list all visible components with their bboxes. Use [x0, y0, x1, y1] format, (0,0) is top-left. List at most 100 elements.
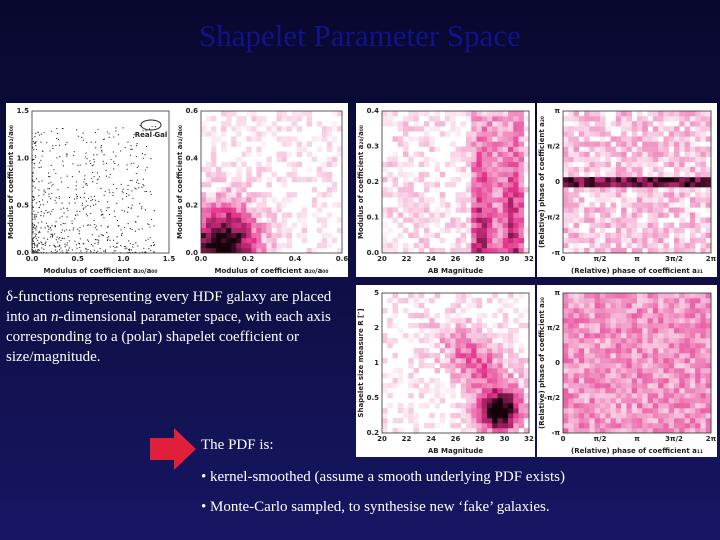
density-cell [502, 227, 509, 234]
density-cell [471, 176, 477, 183]
density-cell [502, 303, 509, 309]
density-cell [413, 111, 420, 117]
density-cell [615, 368, 622, 374]
density-cell [434, 358, 441, 364]
density-cell [679, 202, 685, 208]
density-cell [615, 333, 622, 339]
density-cell [584, 182, 590, 188]
scatter-point [34, 213, 36, 216]
scatter-point [89, 224, 91, 226]
density-cell [429, 136, 435, 142]
density-cell [487, 298, 493, 304]
density-cell [523, 146, 530, 152]
x-tick-label: π/2 [594, 435, 607, 443]
density-cell [647, 242, 654, 249]
density-cell [689, 187, 696, 193]
density-cell [573, 363, 580, 369]
density-cell [301, 146, 308, 152]
density-cell [658, 303, 664, 309]
density-cell [523, 358, 530, 364]
density-cell [508, 237, 514, 244]
density-cell [508, 242, 514, 249]
density-cell [336, 111, 343, 117]
density-cell [679, 383, 685, 389]
scatter-point [134, 230, 136, 232]
scatter-point [80, 250, 82, 252]
scatter-point [54, 225, 56, 227]
density-cell [492, 222, 498, 228]
density-cell [445, 368, 451, 374]
density-cell [392, 368, 399, 374]
density-cell [502, 116, 509, 122]
density-cell [466, 393, 472, 399]
bullet: • kernel-smoothed (assume a smooth under… [201, 469, 565, 485]
density-cell [684, 403, 691, 409]
density-cell [445, 212, 451, 218]
density-cell [695, 126, 701, 132]
density-cell [206, 237, 212, 244]
density-cell [413, 298, 420, 304]
density-cell [201, 242, 207, 249]
density-cell [392, 338, 399, 344]
scatter-point [121, 234, 123, 236]
density-cell [695, 121, 701, 127]
density-cell [642, 202, 648, 208]
density-cell [476, 303, 483, 309]
density-cell [658, 232, 664, 239]
density-cell [236, 247, 242, 254]
density-cell [578, 328, 585, 334]
density-cell [652, 343, 659, 349]
density-cell [445, 111, 451, 117]
density-cell [631, 333, 638, 339]
density-cell [450, 156, 456, 163]
density-cell [568, 197, 574, 203]
density-cell [658, 242, 664, 249]
density-cell [668, 323, 675, 329]
density-cell [642, 182, 648, 188]
density-cell [487, 328, 493, 334]
density-cell [621, 176, 627, 183]
scatter-point [37, 222, 39, 224]
density-cell [578, 313, 585, 319]
scatter-point [75, 185, 77, 187]
density-cell [568, 403, 574, 409]
density-cell [508, 207, 514, 213]
density-cell [481, 423, 488, 429]
density-cell [605, 237, 611, 244]
density-cell [418, 388, 425, 394]
x-tick-label: 22 [402, 255, 412, 263]
density-cell [492, 121, 498, 127]
density-cell [594, 192, 601, 198]
density-cell [211, 141, 217, 147]
density-cell [621, 116, 627, 122]
scatter-point [96, 172, 99, 174]
density-cell [631, 393, 638, 399]
plot-frame [200, 110, 343, 254]
density-cell [434, 207, 441, 213]
density-cell [481, 187, 488, 193]
scatter-point [94, 242, 96, 244]
density-cell [471, 413, 477, 419]
density-cell [600, 212, 606, 218]
density-cell [626, 293, 633, 299]
density-cell [445, 348, 451, 354]
scatter-point [43, 237, 45, 239]
density-cell [689, 182, 696, 188]
density-cell [674, 373, 680, 379]
density-cell [513, 333, 519, 339]
density-cell [658, 338, 664, 344]
density-cell [637, 151, 643, 157]
density-cell [296, 232, 303, 239]
density-cell [652, 222, 659, 228]
scatter-point [129, 228, 132, 230]
scatter-point [66, 175, 68, 177]
scatter-point [32, 180, 34, 182]
density-cell [481, 242, 488, 249]
scatter-point [48, 211, 50, 213]
density-cell [316, 207, 323, 213]
density-cell [637, 408, 643, 414]
density-cell [594, 323, 601, 329]
density-cell [256, 212, 262, 218]
density-cell [605, 141, 611, 147]
